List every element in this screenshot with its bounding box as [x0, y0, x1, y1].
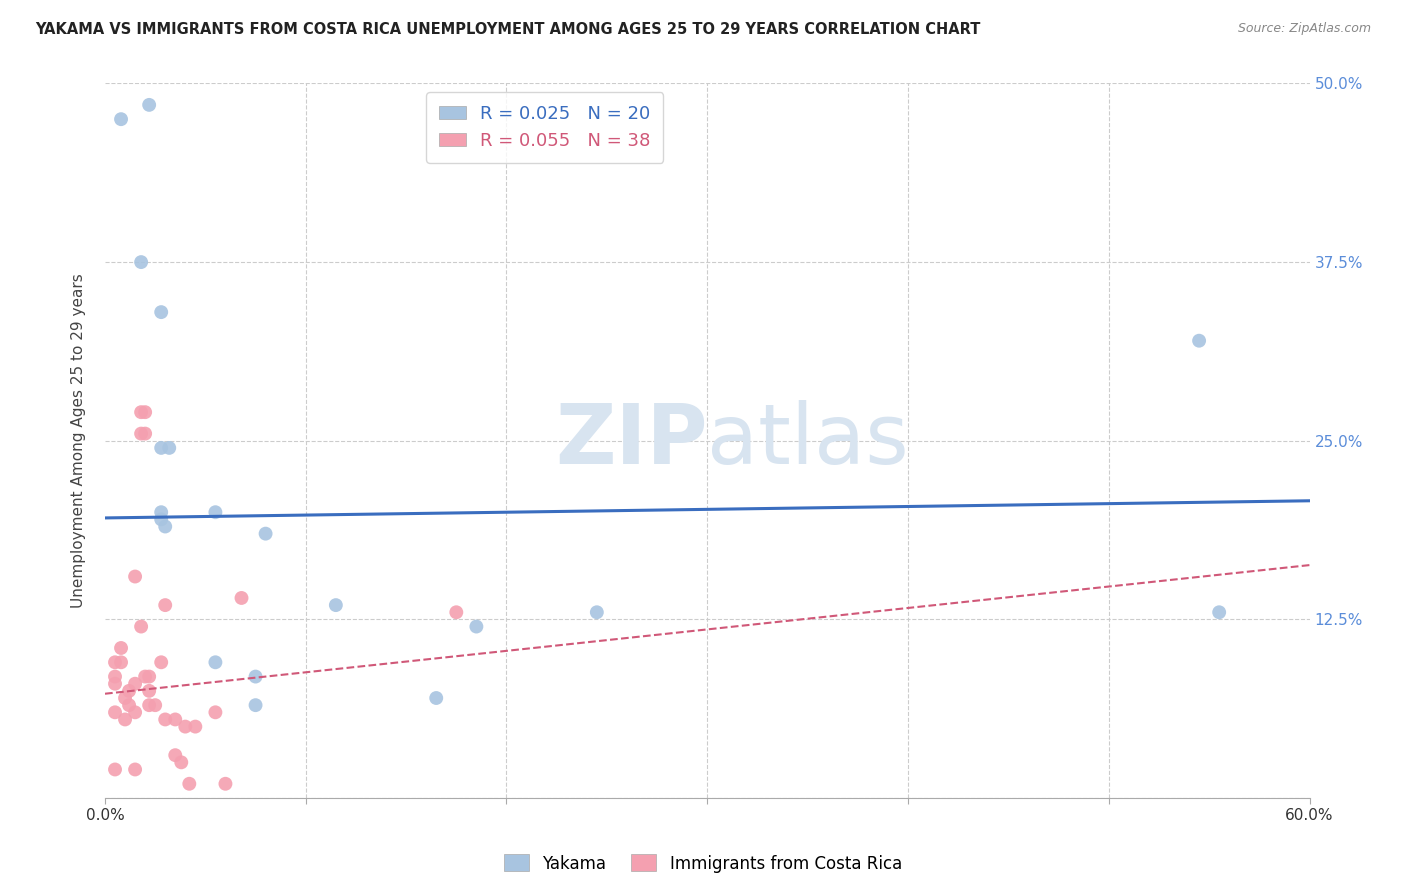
- Point: [110, 640, 132, 655]
- Point: [124, 706, 146, 720]
- Point: [129, 405, 152, 419]
- Point: [138, 684, 160, 698]
- Point: [165, 748, 187, 763]
- Point: [1208, 605, 1230, 619]
- Point: [254, 526, 277, 541]
- Point: [138, 669, 160, 683]
- Point: [585, 605, 607, 619]
- Text: ZIP: ZIP: [555, 401, 707, 482]
- Point: [155, 598, 177, 612]
- Point: [150, 305, 173, 319]
- Point: [204, 655, 226, 669]
- Point: [143, 698, 166, 713]
- Point: [129, 255, 152, 269]
- Point: [1188, 334, 1211, 348]
- Point: [114, 691, 136, 706]
- Point: [325, 598, 347, 612]
- Point: [124, 569, 146, 583]
- Point: [104, 655, 127, 669]
- Point: [179, 777, 201, 791]
- Point: [138, 698, 160, 713]
- Point: [104, 706, 127, 720]
- Point: [124, 677, 146, 691]
- Point: [134, 426, 156, 441]
- Point: [465, 619, 488, 633]
- Point: [110, 112, 132, 127]
- Point: [124, 763, 146, 777]
- Point: [134, 405, 156, 419]
- Point: [157, 441, 180, 455]
- Point: [104, 669, 127, 683]
- Point: [170, 756, 193, 770]
- Point: [204, 505, 226, 519]
- Text: atlas: atlas: [707, 401, 910, 482]
- Point: [118, 698, 141, 713]
- Point: [150, 505, 173, 519]
- Point: [134, 669, 156, 683]
- Point: [155, 713, 177, 727]
- Point: [104, 763, 127, 777]
- Y-axis label: Unemployment Among Ages 25 to 29 years: Unemployment Among Ages 25 to 29 years: [72, 273, 86, 608]
- Point: [110, 655, 132, 669]
- Point: [104, 677, 127, 691]
- Point: [129, 426, 152, 441]
- Point: [129, 619, 152, 633]
- Point: [214, 777, 236, 791]
- Point: [150, 441, 173, 455]
- Point: [184, 720, 207, 734]
- Legend: Yakama, Immigrants from Costa Rica: Yakama, Immigrants from Costa Rica: [498, 847, 908, 880]
- Point: [114, 713, 136, 727]
- Point: [150, 655, 173, 669]
- Point: [446, 605, 468, 619]
- Point: [245, 669, 267, 683]
- Point: [231, 591, 253, 605]
- Point: [155, 519, 177, 533]
- Point: [150, 512, 173, 526]
- Point: [204, 706, 226, 720]
- Point: [425, 691, 447, 706]
- Legend: R = 0.025   N = 20, R = 0.055   N = 38: R = 0.025 N = 20, R = 0.055 N = 38: [426, 93, 664, 162]
- Point: [165, 713, 187, 727]
- Point: [245, 698, 267, 713]
- Point: [174, 720, 197, 734]
- Point: [138, 98, 160, 112]
- Point: [118, 684, 141, 698]
- Text: Source: ZipAtlas.com: Source: ZipAtlas.com: [1237, 22, 1371, 36]
- Text: YAKAMA VS IMMIGRANTS FROM COSTA RICA UNEMPLOYMENT AMONG AGES 25 TO 29 YEARS CORR: YAKAMA VS IMMIGRANTS FROM COSTA RICA UNE…: [35, 22, 980, 37]
